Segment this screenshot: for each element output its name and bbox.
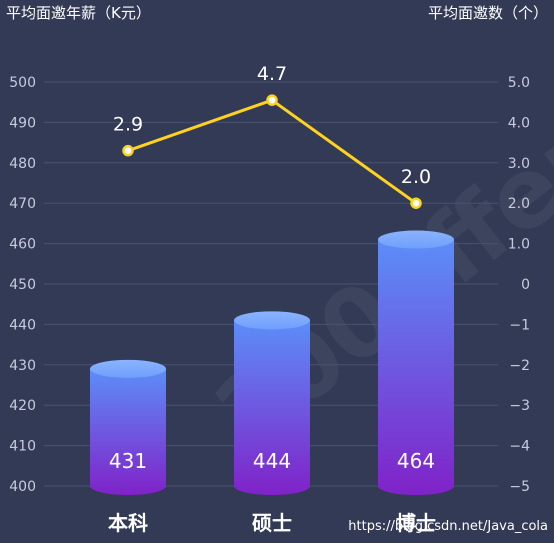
right-tick-label: 4.0 xyxy=(508,115,530,131)
right-tick-label: −3 xyxy=(509,398,530,414)
line-value-label: 2.9 xyxy=(113,114,143,136)
category-label: 本科 xyxy=(108,511,148,535)
bar-body xyxy=(378,239,454,495)
bar-3: 464 xyxy=(378,230,454,495)
left-tick-label: 480 xyxy=(9,156,36,172)
left-tick-label: 430 xyxy=(9,358,36,374)
right-axis-title: 平均面邀数（个） xyxy=(428,4,548,22)
line-value-label: 2.0 xyxy=(401,166,431,188)
left-tick-label: 400 xyxy=(9,479,36,495)
bar-body xyxy=(90,368,166,495)
category-label: 博士 xyxy=(396,511,436,535)
bar-2: 444 xyxy=(234,311,310,495)
credit-text: https://blog.csdn.net/Java_cola xyxy=(348,519,548,534)
right-tick-label: 5.0 xyxy=(508,75,530,91)
left-axis-title: 平均面邀年薪（K元） xyxy=(6,4,151,22)
category-label: 硕士 xyxy=(252,511,292,535)
bar-cap xyxy=(90,359,166,378)
line-series xyxy=(127,98,417,205)
left-tick-label: 440 xyxy=(9,317,36,333)
line-value-label: 4.7 xyxy=(257,63,287,85)
left-tick-label: 470 xyxy=(9,196,36,212)
right-tick-label: 0 xyxy=(521,277,530,293)
right-tick-label: −5 xyxy=(509,479,530,495)
left-tick-label: 460 xyxy=(9,237,36,253)
left-tick-label: 420 xyxy=(9,398,36,414)
left-tick-label: 490 xyxy=(9,115,36,131)
right-tick-label: 3.0 xyxy=(508,156,530,172)
right-tick-label: 2.0 xyxy=(508,196,530,212)
bar-cap xyxy=(234,311,310,330)
left-tick-label: 410 xyxy=(9,439,36,455)
right-tick-label: −2 xyxy=(509,358,530,374)
bar-value-label: 464 xyxy=(397,449,435,473)
bar-body xyxy=(234,320,310,495)
line-point xyxy=(122,144,134,157)
left-tick-label: 450 xyxy=(9,277,36,293)
right-tick-label: −4 xyxy=(509,439,530,455)
bar-1: 431 xyxy=(90,359,166,495)
right-tick-label: 1.0 xyxy=(508,237,530,253)
bar-value-label: 431 xyxy=(109,449,147,473)
right-tick-label: −1 xyxy=(509,317,530,333)
bar-cap xyxy=(378,230,454,249)
bar-value-label: 444 xyxy=(253,449,291,473)
line-point xyxy=(410,197,422,209)
left-tick-label: 500 xyxy=(9,75,36,91)
line-point xyxy=(266,94,278,106)
